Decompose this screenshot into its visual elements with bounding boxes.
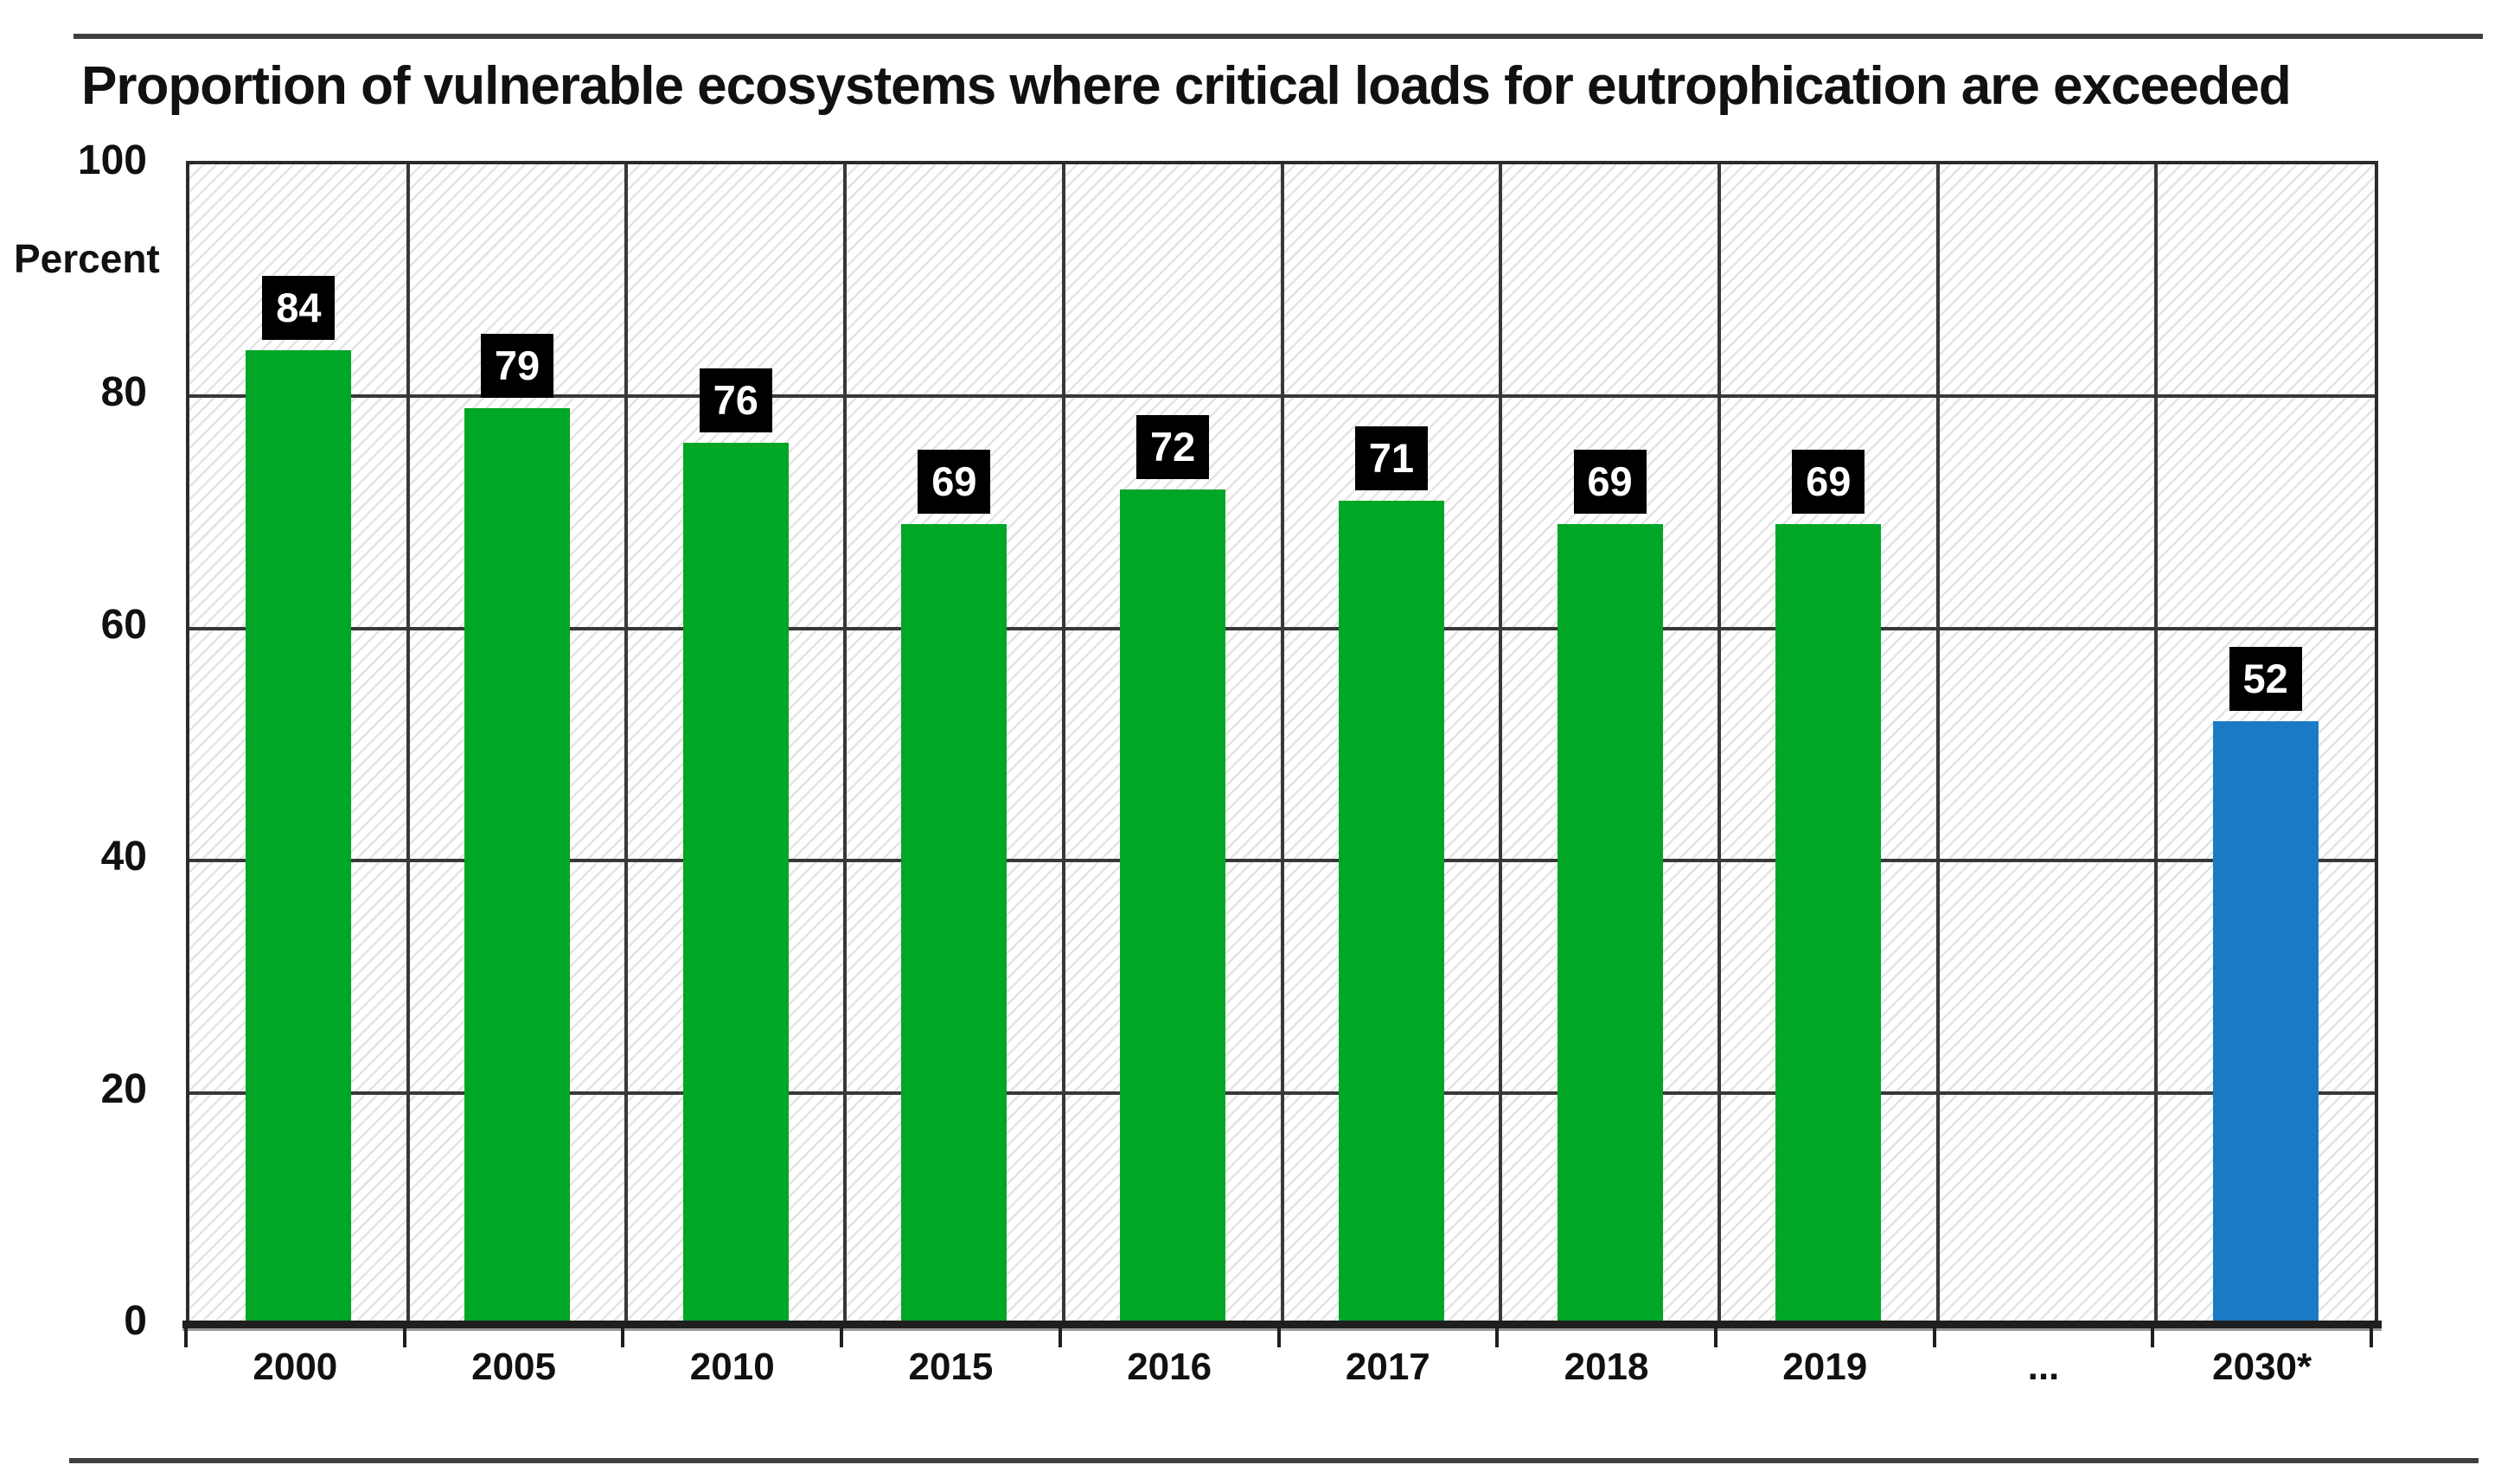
y-tick-label: 40 xyxy=(100,834,147,880)
x-tick-label: 2016 xyxy=(1127,1346,1212,1388)
bar-value-label: 71 xyxy=(1354,426,1428,491)
x-tick-label: 2019 xyxy=(1782,1346,1868,1388)
bar-2017 xyxy=(1338,501,1444,1325)
bar-value-label: 84 xyxy=(262,275,336,340)
x-tick-label: 2018 xyxy=(1564,1346,1649,1388)
bar-value-label: 69 xyxy=(918,450,991,515)
x-tick-mark xyxy=(621,1328,625,1347)
y-tick-label: 20 xyxy=(100,1065,147,1112)
gridline-v xyxy=(843,164,848,1325)
bar-value-label: 69 xyxy=(1573,450,1647,515)
top-rule xyxy=(74,34,2483,39)
x-tick-mark xyxy=(1276,1328,1281,1347)
x-tick-label: 2017 xyxy=(1345,1346,1430,1388)
x-axis-line xyxy=(182,1321,2382,1328)
bar-2005 xyxy=(464,407,571,1325)
bar-value-label: 72 xyxy=(1136,414,1210,479)
x-tick-mark xyxy=(1495,1328,1500,1347)
gridline-v xyxy=(1717,164,1721,1325)
bar-2030* xyxy=(2212,721,2319,1325)
bar-2019 xyxy=(1775,524,1882,1325)
bar-value-label: 52 xyxy=(2229,647,2302,712)
bottom-rule xyxy=(69,1458,2479,1463)
x-tick-mark xyxy=(1713,1328,1717,1347)
bar-2016 xyxy=(1120,489,1226,1325)
x-tick-label: 2030* xyxy=(2212,1346,2312,1388)
x-tick-mark xyxy=(1932,1328,1936,1347)
x-tick-mark xyxy=(2151,1328,2155,1347)
bar-value-label: 79 xyxy=(481,333,554,398)
gridline-v xyxy=(1061,164,1065,1325)
x-tick-mark xyxy=(1058,1328,1062,1347)
x-axis-underline xyxy=(182,1328,2382,1331)
x-tick-label: 2010 xyxy=(689,1346,775,1388)
bar-2015 xyxy=(901,524,1007,1325)
x-tick-label: ... xyxy=(2027,1346,2060,1388)
x-tick-mark xyxy=(402,1328,406,1347)
gridline-v xyxy=(1499,164,1503,1325)
gridline-v xyxy=(624,164,629,1325)
x-tick-label: 2005 xyxy=(471,1346,556,1388)
y-tick-label: 80 xyxy=(100,369,147,416)
plot-area: 84 79 76 69 72 71 69 69 52 xyxy=(186,161,2378,1325)
bar-value-label: 69 xyxy=(1792,450,1865,515)
gridline-v xyxy=(2154,164,2159,1325)
bar-2000 xyxy=(246,349,352,1325)
bar-value-label: 76 xyxy=(699,368,772,433)
y-tick-label: 100 xyxy=(77,138,147,183)
gridline-v xyxy=(1280,164,1284,1325)
x-tick-label: 2000 xyxy=(253,1346,338,1388)
y-tick-label: 60 xyxy=(100,601,147,648)
x-tick-label: 2015 xyxy=(908,1346,994,1388)
x-tick-mark xyxy=(840,1328,844,1347)
gridline-v xyxy=(1935,164,1940,1325)
chart-title: Proportion of vulnerable ecosystems wher… xyxy=(81,56,2292,116)
y-axis-title: Percent xyxy=(14,236,160,281)
x-tick-mark xyxy=(184,1328,188,1347)
y-tick-label: 0 xyxy=(124,1298,147,1344)
gridline-v xyxy=(406,164,410,1325)
bar-2010 xyxy=(682,443,789,1325)
x-tick-mark xyxy=(2370,1328,2373,1347)
bar-2018 xyxy=(1557,524,1663,1325)
